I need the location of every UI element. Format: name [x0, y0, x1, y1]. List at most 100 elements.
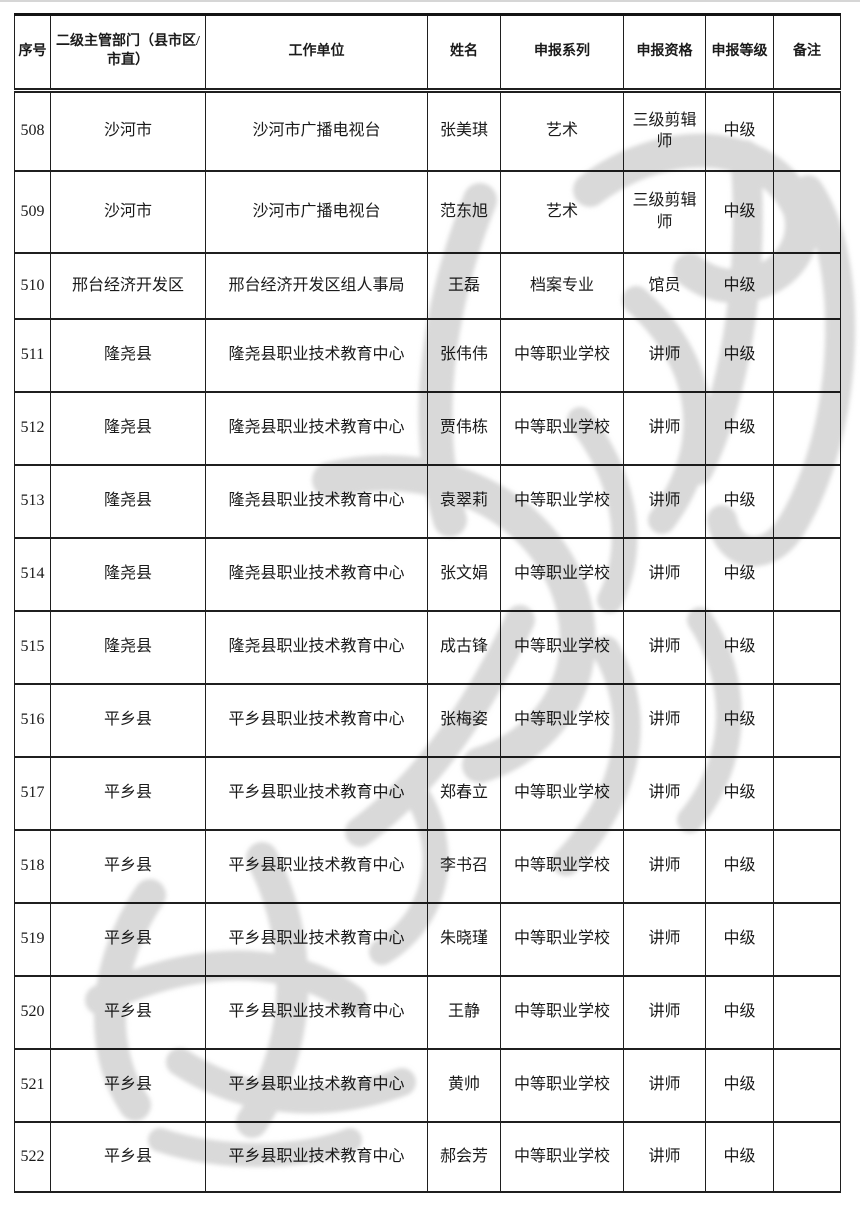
cell-unit: 隆尧县职业技术教育中心 [205, 536, 428, 612]
cell-remark [773, 828, 841, 904]
cell-name: 张梅姿 [427, 682, 501, 758]
cell-series: 中等职业学校 [500, 682, 624, 758]
column-header-level: 申报等级 [705, 13, 774, 93]
cell-unit: 平乡县职业技术教育中心 [205, 901, 428, 977]
cell-unit: 平乡县职业技术教育中心 [205, 1047, 428, 1123]
cell-level: 中级 [705, 463, 774, 539]
cell-no: 516 [14, 682, 51, 758]
cell-level: 中级 [705, 901, 774, 977]
cell-qualification: 讲师 [623, 1120, 706, 1193]
cell-remark [773, 755, 841, 831]
cell-unit: 平乡县职业技术教育中心 [205, 974, 428, 1050]
cell-unit: 平乡县职业技术教育中心 [205, 1120, 428, 1193]
cell-name: 郑春立 [427, 755, 501, 831]
column-header-qualification: 申报资格 [623, 13, 706, 93]
cell-remark [773, 682, 841, 758]
table-row: 511 隆尧县 隆尧县职业技术教育中心 张伟伟 中等职业学校 讲师 中级 [14, 317, 841, 393]
table-row: 514 隆尧县 隆尧县职业技术教育中心 张文娟 中等职业学校 讲师 中级 [14, 536, 841, 612]
cell-qualification: 三级剪辑师 [623, 169, 706, 254]
cell-remark [773, 974, 841, 1050]
cell-department: 隆尧县 [50, 536, 206, 612]
table-row: 521 平乡县 平乡县职业技术教育中心 黄帅 中等职业学校 讲师 中级 [14, 1047, 841, 1123]
cell-level: 中级 [705, 390, 774, 466]
cell-qualification: 讲师 [623, 536, 706, 612]
cell-unit: 平乡县职业技术教育中心 [205, 682, 428, 758]
column-header-name: 姓名 [427, 13, 501, 93]
cell-name: 张伟伟 [427, 317, 501, 393]
table-row: 512 隆尧县 隆尧县职业技术教育中心 贾伟栋 中等职业学校 讲师 中级 [14, 390, 841, 466]
cell-series: 中等职业学校 [500, 390, 624, 466]
cell-series: 艺术 [500, 169, 624, 254]
cell-unit: 平乡县职业技术教育中心 [205, 828, 428, 904]
cell-name: 王静 [427, 974, 501, 1050]
cell-no: 513 [14, 463, 51, 539]
table-row: 522 平乡县 平乡县职业技术教育中心 郝会芳 中等职业学校 讲师 中级 [14, 1120, 841, 1193]
cell-no: 511 [14, 317, 51, 393]
cell-level: 中级 [705, 828, 774, 904]
cell-no: 518 [14, 828, 51, 904]
cell-level: 中级 [705, 755, 774, 831]
table-row: 518 平乡县 平乡县职业技术教育中心 李书召 中等职业学校 讲师 中级 [14, 828, 841, 904]
cell-department: 邢台经济开发区 [50, 251, 206, 320]
cell-qualification: 讲师 [623, 1047, 706, 1123]
cell-department: 沙河市 [50, 89, 206, 172]
cell-qualification: 讲师 [623, 463, 706, 539]
cell-series: 艺术 [500, 89, 624, 172]
cell-remark [773, 317, 841, 393]
cell-no: 519 [14, 901, 51, 977]
table-row: 509 沙河市 沙河市广播电视台 范东旭 艺术 三级剪辑师 中级 [14, 169, 841, 254]
cell-qualification: 讲师 [623, 901, 706, 977]
cell-department: 隆尧县 [50, 463, 206, 539]
cell-remark [773, 463, 841, 539]
cell-level: 中级 [705, 1047, 774, 1123]
cell-department: 隆尧县 [50, 390, 206, 466]
cell-unit: 隆尧县职业技术教育中心 [205, 317, 428, 393]
cell-department: 平乡县 [50, 1047, 206, 1123]
cell-no: 521 [14, 1047, 51, 1123]
cell-name: 贾伟栋 [427, 390, 501, 466]
cell-unit: 邢台经济开发区组人事局 [205, 251, 428, 320]
cell-level: 中级 [705, 317, 774, 393]
cell-qualification: 讲师 [623, 755, 706, 831]
cell-series: 中等职业学校 [500, 536, 624, 612]
cell-name: 朱晓瑾 [427, 901, 501, 977]
cell-no: 522 [14, 1120, 51, 1193]
cell-series: 档案专业 [500, 251, 624, 320]
cell-name: 袁翠莉 [427, 463, 501, 539]
cell-level: 中级 [705, 609, 774, 685]
cell-no: 512 [14, 390, 51, 466]
cell-unit: 平乡县职业技术教育中心 [205, 755, 428, 831]
table-row: 513 隆尧县 隆尧县职业技术教育中心 袁翠莉 中等职业学校 讲师 中级 [14, 463, 841, 539]
table-row: 515 隆尧县 隆尧县职业技术教育中心 成古锋 中等职业学校 讲师 中级 [14, 609, 841, 685]
cell-level: 中级 [705, 536, 774, 612]
table-row: 519 平乡县 平乡县职业技术教育中心 朱晓瑾 中等职业学校 讲师 中级 [14, 901, 841, 977]
cell-level: 中级 [705, 1120, 774, 1193]
cell-no: 508 [14, 89, 51, 172]
cell-name: 黄帅 [427, 1047, 501, 1123]
scan-edge-line [0, 0, 860, 2]
cell-qualification: 讲师 [623, 390, 706, 466]
cell-series: 中等职业学校 [500, 901, 624, 977]
cell-remark [773, 901, 841, 977]
cell-series: 中等职业学校 [500, 1120, 624, 1193]
cell-no: 510 [14, 251, 51, 320]
cell-unit: 沙河市广播电视台 [205, 89, 428, 172]
cell-remark [773, 251, 841, 320]
cell-remark [773, 169, 841, 254]
applicants-table: 序号 二级主管部门（县市区/市直） 工作单位 姓名 申报系列 申报资格 申报等级… [14, 13, 841, 1193]
cell-name: 成古锋 [427, 609, 501, 685]
cell-remark [773, 536, 841, 612]
cell-remark [773, 1120, 841, 1193]
cell-series: 中等职业学校 [500, 609, 624, 685]
cell-no: 509 [14, 169, 51, 254]
cell-series: 中等职业学校 [500, 463, 624, 539]
cell-unit: 隆尧县职业技术教育中心 [205, 390, 428, 466]
cell-qualification: 讲师 [623, 609, 706, 685]
cell-name: 范东旭 [427, 169, 501, 254]
cell-no: 514 [14, 536, 51, 612]
cell-no: 517 [14, 755, 51, 831]
cell-qualification: 讲师 [623, 974, 706, 1050]
cell-department: 平乡县 [50, 828, 206, 904]
cell-series: 中等职业学校 [500, 1047, 624, 1123]
cell-remark [773, 89, 841, 172]
